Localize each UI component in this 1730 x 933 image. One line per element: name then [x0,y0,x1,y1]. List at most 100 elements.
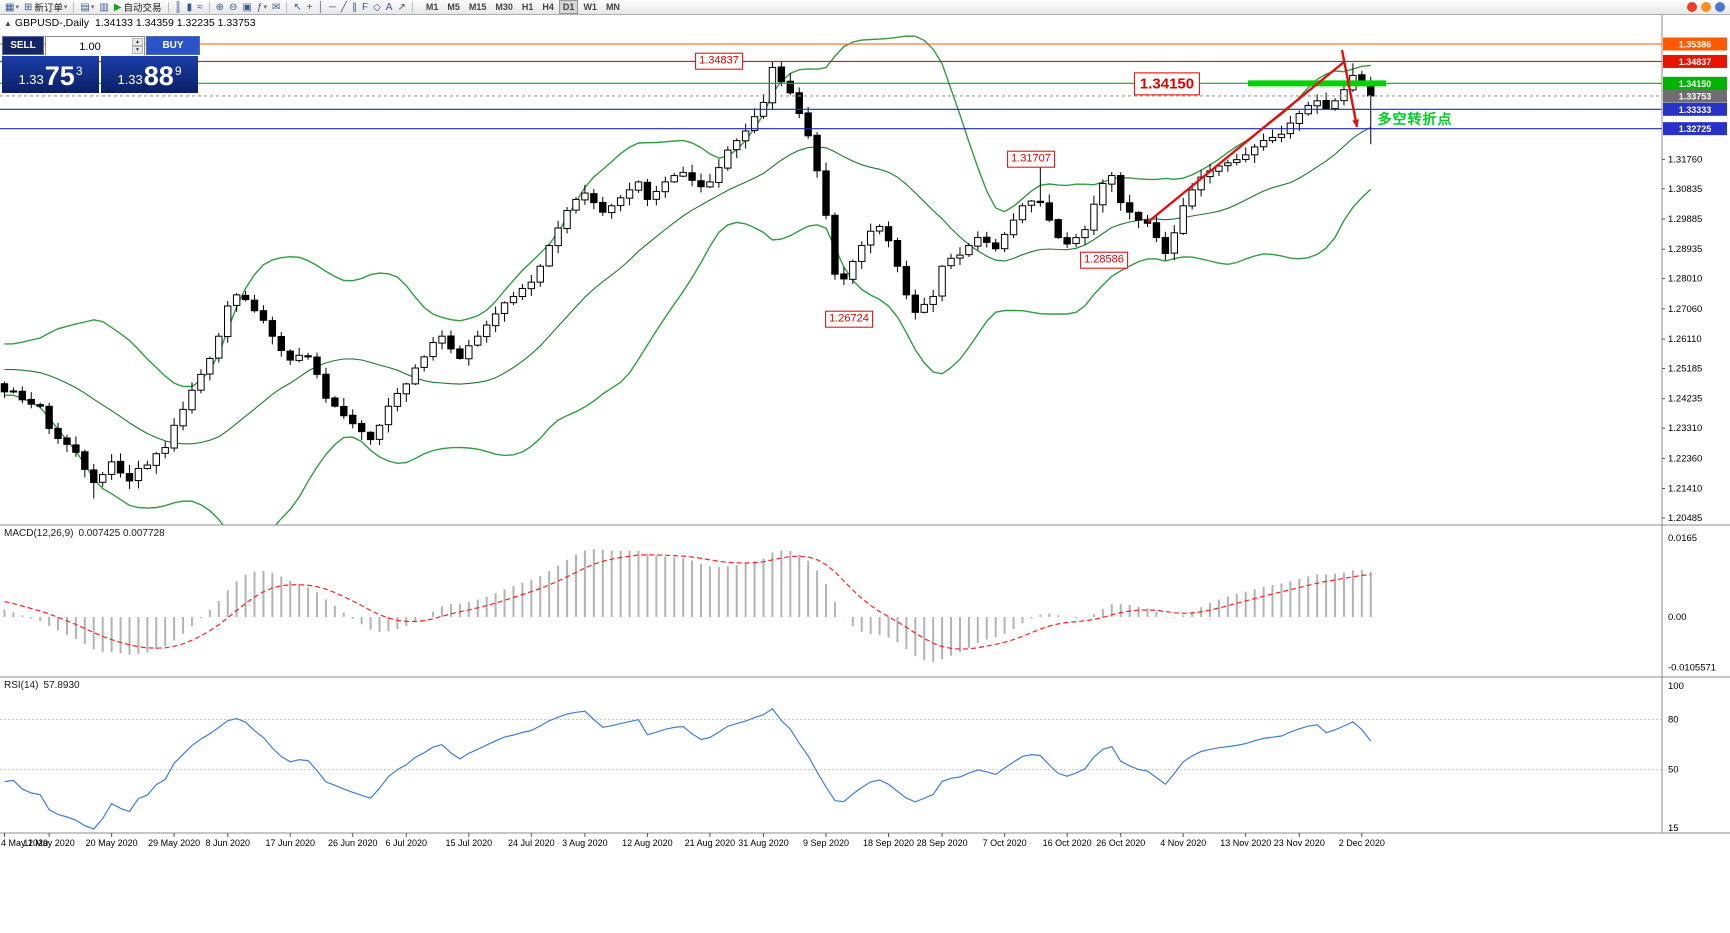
svg-text:23 Nov 2020: 23 Nov 2020 [1274,838,1325,848]
timeframe-w1[interactable]: W1 [583,2,597,12]
vertical-line-button-icon: │ [317,1,324,13]
rsi-value: 57.8930 [43,680,80,691]
svg-text:28 Sep 2020: 28 Sep 2020 [917,838,968,848]
rsi-label: RSI(14) [4,680,39,691]
timeframe-h1[interactable]: H1 [521,2,534,12]
indicators-button[interactable]: ƒ ▾ [255,1,269,14]
zoom-out-button[interactable]: ⊖ [227,1,239,14]
volume-up-icon[interactable]: ▲ [132,38,143,46]
symbol-period-label: GBPUSD-,Daily [14,17,90,29]
svg-text:12 Aug 2020: 12 Aug 2020 [622,838,673,848]
svg-text:4 May 2020: 4 May 2020 [1,838,48,848]
horizontal-line-button[interactable]: ─ [327,1,338,14]
crosshair-button[interactable]: + [305,1,315,14]
svg-text:100: 100 [1668,681,1684,692]
indicators-button-icon: ƒ [256,1,263,13]
candlestick-chart-type-button-icon: ▮ [186,1,193,13]
autotrading-button-icon: ▶ [113,1,122,13]
trendline-button[interactable]: ╱ [339,1,349,14]
sell-price-button[interactable]: 1.33 75 3 [2,56,99,93]
bollinger-middle [4,126,1372,445]
svg-text:50: 50 [1668,765,1679,776]
arrows-button-icon: ↗ [397,1,406,13]
svg-text:20 May 2020: 20 May 2020 [86,838,138,848]
mail-button-icon: ✉ [271,1,281,13]
sell-price-pips: 75 [44,61,75,92]
status-orange-icon[interactable] [1701,2,1711,12]
svg-text:1.25185: 1.25185 [1668,363,1702,374]
bullish-trendline[interactable] [1147,61,1345,223]
timeframe-m5[interactable]: M5 [447,2,460,12]
market-watch-button[interactable]: ▥ [97,1,110,14]
tile-windows-button-icon: ▣ [242,1,252,13]
candlestick-chart-type-button[interactable]: ▮ [185,1,195,14]
buy-price-button[interactable]: 1.33 88 9 [101,56,198,93]
timeframe-d1[interactable]: D1 [558,0,579,14]
new-chart-button-icon: ▦ [5,1,15,13]
fibonacci-button[interactable]: F [360,1,370,14]
profiles-button[interactable]: ▤ ▾ [78,1,96,14]
svg-text:1.29885: 1.29885 [1668,214,1702,225]
rsi-header: RSI(14) 57.8930 [4,680,80,691]
svg-text:6 Jul 2020: 6 Jul 2020 [386,838,428,848]
buy-price-point: 9 [174,64,182,78]
svg-text:1.34837: 1.34837 [1679,57,1712,67]
volume-spinner: ▲ ▼ [132,38,143,54]
svg-text:16 Oct 2020: 16 Oct 2020 [1043,838,1092,848]
svg-text:31 Aug 2020: 31 Aug 2020 [738,838,789,848]
autotrading-button[interactable]: ▶ 自动交易 [112,1,164,15]
status-blue-icon[interactable] [1715,2,1725,12]
new-order-button[interactable]: ⊞ 新订单 ▾ [22,1,69,15]
tile-windows-button[interactable]: ▣ [240,1,253,14]
one-click-collapse-icon[interactable]: ▲ [4,19,12,28]
svg-text:1.26110: 1.26110 [1668,334,1702,345]
svg-text:3 Aug 2020: 3 Aug 2020 [562,838,608,848]
bar-chart-type-button-icon: ║ [174,1,182,13]
channel-button[interactable]: ∥ [350,1,359,14]
zoom-in-button[interactable]: ⊕ [214,1,226,14]
timeframe-mn[interactable]: MN [605,2,620,12]
arrows-button[interactable]: ↗ [395,1,407,14]
timeframe-m1[interactable]: M1 [425,2,439,12]
macd-label: MACD(12,26,9) [4,528,74,539]
status-red-icon[interactable] [1687,2,1697,12]
vertical-line-button[interactable]: │ [316,1,326,14]
svg-text:8 Jun 2020: 8 Jun 2020 [205,838,250,848]
svg-text:15 Jul 2020: 15 Jul 2020 [446,838,493,848]
svg-text:4 Nov 2020: 4 Nov 2020 [1160,838,1206,848]
cursor-button[interactable]: ↖ [291,1,303,14]
volume-input-wrap: ▲ ▼ [45,36,145,56]
buy-button[interactable]: BUY [146,36,200,55]
svg-text:18 Sep 2020: 18 Sep 2020 [863,838,914,848]
line-chart-type-button[interactable]: ≈ [195,1,205,14]
volume-input[interactable] [46,38,144,56]
reversal-arrow[interactable] [1340,49,1359,128]
toolbar-right-icons [1687,2,1727,12]
timeframe-m15[interactable]: M15 [468,2,487,12]
trendline-button-icon: ╱ [340,1,347,13]
new-chart-button[interactable]: ▦ ▾ [3,1,21,14]
price-axis[interactable]: 1.31760 1.30835 1.29885 1.28935 1.28010 1.270… [1662,37,1727,835]
macd-header: MACD(12,26,9) 0.007425 0.007728 [4,528,165,539]
svg-text:1.27060: 1.27060 [1668,304,1702,315]
svg-text:1.20485: 1.20485 [1668,513,1702,524]
chevron-down-icon: ▾ [15,4,19,11]
sell-button[interactable]: SELL [2,36,44,55]
bar-chart-type-button[interactable]: ║ [173,1,184,14]
volume-down-icon[interactable]: ▼ [132,46,143,54]
svg-text:11 May 2020: 11 May 2020 [23,838,74,848]
mail-button[interactable]: ✉ [270,1,282,14]
shapes-button[interactable]: ◇ [371,1,383,14]
svg-text:26 Jun 2020: 26 Jun 2020 [328,838,378,848]
main-pane [0,35,1375,525]
svg-text:1.28935: 1.28935 [1668,244,1702,255]
timeframe-h4[interactable]: H4 [542,2,554,12]
text-button[interactable]: A [384,1,395,14]
chart-header: ▲ GBPUSD-,Daily 1.34133 1.34359 1.32235 1.… [4,17,256,29]
timeframe-m30[interactable]: M30 [495,2,513,12]
svg-text:0.00: 0.00 [1668,612,1687,623]
chevron-down-icon: ▾ [263,4,267,11]
